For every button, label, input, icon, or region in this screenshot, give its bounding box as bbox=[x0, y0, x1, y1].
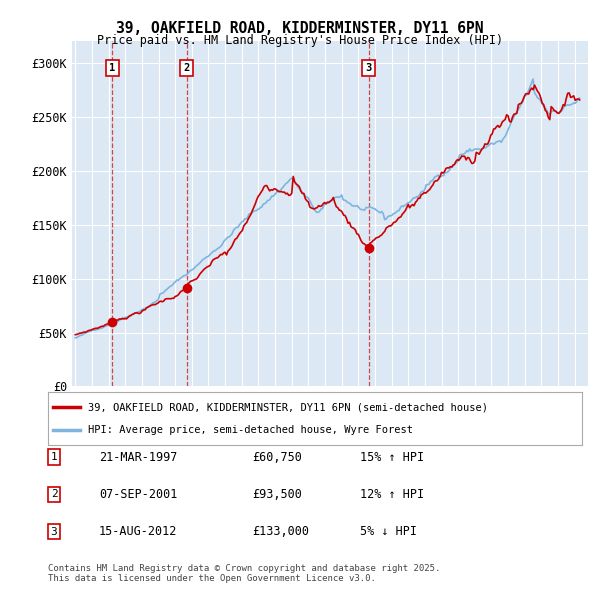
Text: 1: 1 bbox=[109, 63, 115, 73]
Text: 2: 2 bbox=[50, 490, 58, 499]
Text: £93,500: £93,500 bbox=[252, 488, 302, 501]
Text: £133,000: £133,000 bbox=[252, 525, 309, 538]
Text: 2: 2 bbox=[184, 63, 190, 73]
Text: 21-MAR-1997: 21-MAR-1997 bbox=[99, 451, 178, 464]
Text: Price paid vs. HM Land Registry's House Price Index (HPI): Price paid vs. HM Land Registry's House … bbox=[97, 34, 503, 47]
Text: 12% ↑ HPI: 12% ↑ HPI bbox=[360, 488, 424, 501]
Text: Contains HM Land Registry data © Crown copyright and database right 2025.
This d: Contains HM Land Registry data © Crown c… bbox=[48, 563, 440, 583]
Text: 39, OAKFIELD ROAD, KIDDERMINSTER, DY11 6PN (semi-detached house): 39, OAKFIELD ROAD, KIDDERMINSTER, DY11 6… bbox=[88, 402, 488, 412]
Text: 5% ↓ HPI: 5% ↓ HPI bbox=[360, 525, 417, 538]
Text: 39, OAKFIELD ROAD, KIDDERMINSTER, DY11 6PN: 39, OAKFIELD ROAD, KIDDERMINSTER, DY11 6… bbox=[116, 21, 484, 35]
Text: 3: 3 bbox=[50, 527, 58, 536]
Text: £60,750: £60,750 bbox=[252, 451, 302, 464]
Text: 1: 1 bbox=[50, 453, 58, 462]
Text: 07-SEP-2001: 07-SEP-2001 bbox=[99, 488, 178, 501]
Text: 15% ↑ HPI: 15% ↑ HPI bbox=[360, 451, 424, 464]
Text: 15-AUG-2012: 15-AUG-2012 bbox=[99, 525, 178, 538]
Text: HPI: Average price, semi-detached house, Wyre Forest: HPI: Average price, semi-detached house,… bbox=[88, 425, 413, 434]
Text: 3: 3 bbox=[365, 63, 372, 73]
